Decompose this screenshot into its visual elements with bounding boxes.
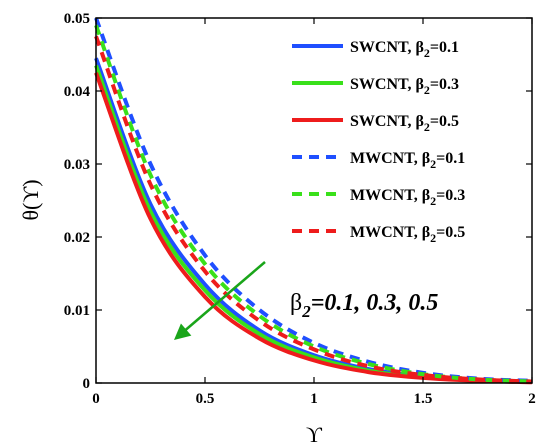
x-tick-label: 1 bbox=[310, 391, 318, 407]
legend-label-2: SWCNT, β2=0.3 bbox=[350, 76, 459, 97]
annotation-arrowhead bbox=[174, 323, 192, 340]
legend-label-3: SWCNT, β2=0.5 bbox=[350, 113, 459, 134]
x-tick-label: 0 bbox=[92, 391, 100, 407]
x-axis-title: ϒ bbox=[306, 422, 323, 447]
series-line-4 bbox=[94, 17, 533, 383]
x-tick-label: 0.5 bbox=[196, 391, 215, 407]
series-line-5 bbox=[94, 24, 533, 384]
x-tick-label: 1.5 bbox=[414, 391, 433, 407]
annotation-arrow bbox=[181, 261, 266, 334]
y-tick-label: 0.01 bbox=[64, 303, 90, 319]
annotation: β2=0.1, 0.3, 0.5 bbox=[174, 261, 438, 340]
annotation-label: β2=0.1, 0.3, 0.5 bbox=[290, 290, 438, 321]
y-tick-label: 0.02 bbox=[64, 230, 90, 246]
plot-frame bbox=[95, 17, 533, 384]
y-axis-title: θ(ϒ) bbox=[18, 179, 43, 220]
series-line-1 bbox=[94, 57, 533, 384]
y-tick-label: 0.05 bbox=[64, 11, 90, 27]
y-tick-label: 0.03 bbox=[64, 157, 90, 173]
legend-label-1: SWCNT, β2=0.1 bbox=[350, 39, 459, 60]
legend: SWCNT, β2=0.1 SWCNT, β2=0.3 SWCNT, β2=0.5 M… bbox=[292, 39, 465, 245]
legend-label-5: MWCNT, β2=0.3 bbox=[350, 187, 465, 208]
series-line-6 bbox=[94, 35, 533, 384]
y-tick-label: 0.04 bbox=[64, 84, 91, 100]
legend-label-4: MWCNT, β2=0.1 bbox=[350, 150, 465, 171]
legend-label-6: MWCNT, β2=0.5 bbox=[350, 224, 465, 245]
x-tick-label: 2 bbox=[528, 391, 536, 407]
ticks-layer: 0 0.5 1 1.5 2 0 0.01 0.02 0.03 0.04 0.05 bbox=[64, 11, 536, 407]
y-tick-label: 0 bbox=[83, 376, 91, 392]
series-line-3 bbox=[94, 72, 533, 385]
series-layer bbox=[94, 17, 533, 385]
